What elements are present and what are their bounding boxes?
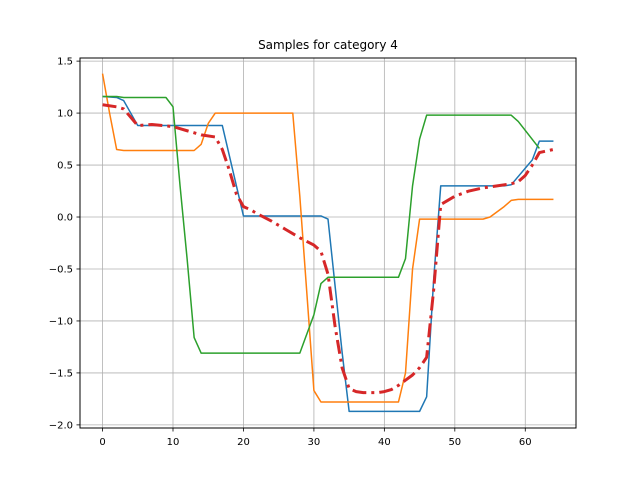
y-tick-label: −0.5: [49, 264, 73, 275]
y-tick-label: −2.0: [49, 420, 73, 431]
ticks: 0 10 20 30 40 50 60 −2.0 −1.5 −1.0 −0.5 0.0 0.5 1.0 1.…: [49, 57, 532, 448]
x-tick-label: 30: [308, 437, 321, 448]
x-tick-label: 60: [519, 437, 532, 448]
axes-frame: [79, 57, 577, 429]
series-line-3: [102, 95, 540, 354]
y-tick-label: −1.5: [49, 368, 73, 379]
x-tick-label: 0: [99, 437, 105, 448]
y-tick-label: −1.0: [49, 316, 73, 327]
series-line-2: [101, 73, 554, 403]
y-tick-label: 0.0: [57, 213, 73, 224]
x-tick-label: 40: [378, 437, 391, 448]
series-line-4: [102, 103, 554, 395]
x-tick-label: 10: [167, 437, 180, 448]
y-tick-label: 1.5: [57, 57, 73, 68]
series-line-1: [102, 95, 554, 413]
chart-title: Samples for category 4: [258, 38, 398, 52]
y-tick-label: 1.0: [57, 109, 73, 120]
x-tick-label: 20: [237, 437, 250, 448]
y-tick-label: 0.5: [57, 161, 73, 172]
grid: [80, 58, 576, 428]
x-tick-label: 50: [448, 437, 461, 448]
series-layer: [101, 73, 554, 413]
